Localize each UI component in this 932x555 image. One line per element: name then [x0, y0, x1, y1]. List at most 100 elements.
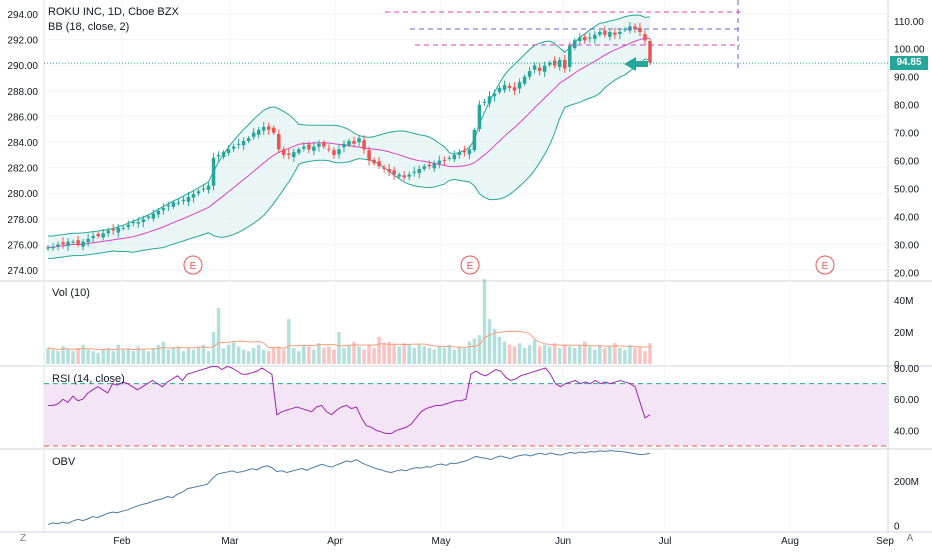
- x-axis-label: Apr: [327, 536, 343, 547]
- auto-scale-button[interactable]: A: [906, 533, 914, 544]
- volume-bar: [322, 348, 326, 364]
- volume-bar: [151, 348, 156, 364]
- volume-bar: [452, 349, 457, 364]
- volume-bar: [527, 344, 532, 364]
- earnings-marker-label: E: [822, 261, 829, 272]
- volume-bar: [537, 346, 542, 364]
- candle-body: [417, 168, 421, 174]
- volume-axis-tick: 20M: [894, 328, 913, 339]
- volume-bar: [578, 344, 582, 364]
- candle-body: [221, 152, 226, 158]
- volume-legend[interactable]: Vol (10): [52, 287, 90, 299]
- candle-body: [96, 233, 100, 237]
- candle-body: [56, 244, 60, 247]
- volume-bar: [352, 341, 356, 364]
- volume-bar: [171, 348, 176, 364]
- volume-bar: [211, 332, 216, 364]
- volume-bar: [608, 346, 612, 364]
- volume-bar: [101, 349, 105, 364]
- candle-body: [387, 168, 391, 172]
- candle-body: [277, 134, 281, 150]
- candle-body: [397, 174, 401, 177]
- symbol-legend[interactable]: ROKU INC, 1D, Cboe BZX: [48, 6, 179, 18]
- candle-body: [492, 93, 497, 97]
- obv-axis-tick: 0: [894, 522, 900, 533]
- rsi-legend[interactable]: RSI (14, close): [52, 373, 125, 385]
- volume-bar: [417, 344, 421, 364]
- volume-bar: [593, 349, 597, 364]
- volume-bar: [603, 348, 607, 364]
- volume-bar: [176, 346, 181, 364]
- left-axis-tick: 292.00: [7, 36, 38, 47]
- earnings-marker-icon: [460, 255, 480, 275]
- volume-bar: [221, 348, 226, 364]
- candle-body: [116, 227, 120, 233]
- volume-bar: [357, 346, 361, 364]
- obv-axis-tick: 200M: [894, 477, 919, 488]
- bb-lower-line: [48, 58, 651, 259]
- candle-body: [382, 167, 386, 169]
- volume-bar: [337, 332, 341, 364]
- candle-body: [121, 227, 126, 229]
- candle-body: [603, 30, 607, 35]
- candle-body: [542, 65, 547, 72]
- zoom-reset-button[interactable]: Z: [19, 533, 27, 544]
- candle-body: [151, 213, 156, 219]
- volume-bar: [613, 343, 617, 364]
- obv-legend[interactable]: OBV: [52, 456, 76, 468]
- candle-body: [618, 31, 622, 35]
- candle-body: [472, 129, 477, 151]
- candle-body: [211, 157, 216, 186]
- candle-body: [191, 194, 196, 198]
- candle-body: [643, 34, 647, 41]
- volume-bar: [372, 348, 376, 364]
- candle-body: [412, 171, 416, 173]
- earnings-marker-icon: [815, 255, 835, 275]
- volume-bar: [111, 351, 115, 364]
- right-axis-tick: 60.00: [894, 157, 919, 168]
- volume-bar: [136, 346, 141, 364]
- volume-bar: [156, 344, 161, 364]
- rsi-axis-tick: 60.00: [894, 395, 919, 406]
- volume-bar: [282, 349, 286, 364]
- candle-body: [512, 87, 517, 91]
- candle-body: [593, 34, 597, 39]
- candle-body: [467, 149, 472, 155]
- volume-bar: [487, 319, 492, 364]
- candle-body: [156, 210, 161, 215]
- candle-body: [402, 175, 406, 178]
- x-axis-label: Aug: [781, 536, 799, 547]
- candle-body: [638, 27, 642, 32]
- right-axis-tick: 100.00: [894, 45, 925, 56]
- candle-body: [377, 161, 381, 167]
- volume-bar: [628, 344, 632, 364]
- bb-legend[interactable]: BB (18, close, 2): [48, 21, 130, 33]
- volume-bar: [146, 351, 151, 364]
- candle-body: [583, 36, 587, 41]
- volume-bar: [522, 348, 527, 364]
- volume-bar: [382, 343, 386, 364]
- volume-bar: [407, 344, 411, 364]
- x-axis-label: Jun: [555, 536, 571, 547]
- volume-bar: [342, 348, 346, 364]
- candle-body: [537, 67, 542, 72]
- candle-body: [527, 71, 532, 77]
- candle-body: [342, 143, 346, 148]
- candle-body: [226, 149, 231, 153]
- volume-bar: [377, 336, 381, 364]
- volume-bar: [567, 346, 572, 364]
- candle-body: [317, 143, 321, 147]
- candle-body: [507, 85, 512, 88]
- candle-body: [422, 166, 427, 169]
- volume-bar: [362, 349, 366, 364]
- arrow-icon: [624, 57, 648, 71]
- volume-bar: [633, 348, 637, 364]
- candle-body: [628, 26, 632, 31]
- candle-body: [71, 241, 75, 243]
- volume-bar: [201, 344, 206, 364]
- volume-bar: [447, 344, 452, 364]
- candle-body: [171, 202, 176, 207]
- volume-bar: [231, 341, 236, 364]
